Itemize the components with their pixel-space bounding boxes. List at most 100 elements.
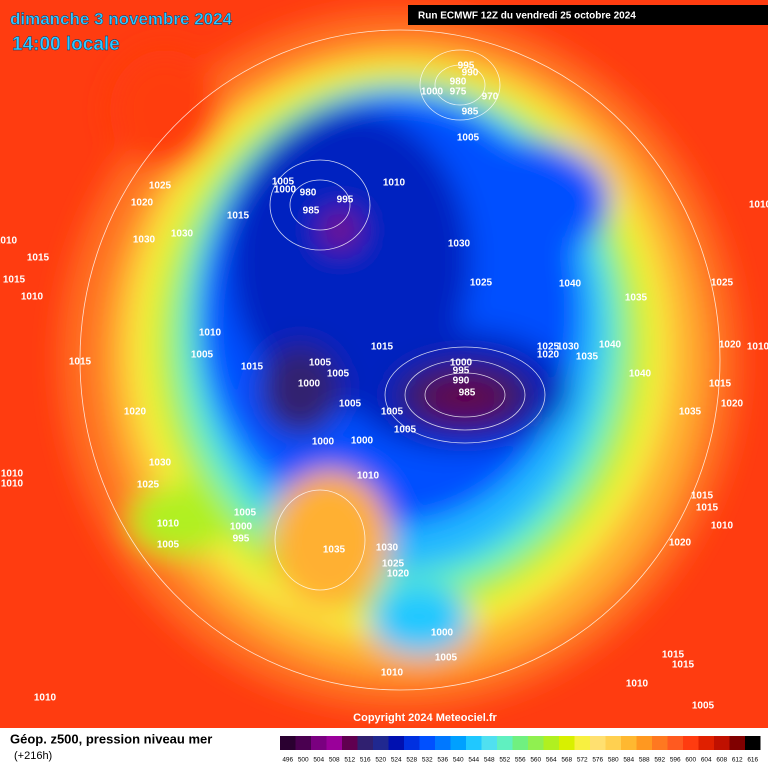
scale-label: 536 xyxy=(437,757,448,764)
isobar-label: 1005 xyxy=(327,369,350,380)
scale-label: 504 xyxy=(313,757,324,764)
scale-swatch xyxy=(636,736,652,750)
isobar-label: 990 xyxy=(462,68,479,79)
isobar-label: 1000 xyxy=(431,628,454,639)
isobar-label: 995 xyxy=(337,195,354,206)
scale-label: 572 xyxy=(577,757,588,764)
isobar-label: 985 xyxy=(303,206,320,217)
isobar-label: 1010 xyxy=(749,200,768,211)
scale-label: 612 xyxy=(732,757,743,764)
isobar-label: 1040 xyxy=(559,279,582,290)
scale-swatch xyxy=(326,736,342,750)
scale-swatch xyxy=(419,736,435,750)
isobar-label: 1035 xyxy=(679,407,702,418)
scale-label: 584 xyxy=(623,757,634,764)
scale-swatch xyxy=(342,736,358,750)
isobar-label: 1010 xyxy=(34,693,57,704)
isobar-label: 1030 xyxy=(171,229,194,240)
scale-swatch xyxy=(373,736,389,750)
legend-strip: Géop. z500, pression niveau mer (+216h) … xyxy=(10,731,761,764)
isobar-label: 1010 xyxy=(1,479,24,490)
scale-label: 576 xyxy=(592,757,603,764)
scale-label: 516 xyxy=(360,757,371,764)
isobar-label: 1005 xyxy=(309,358,332,369)
isobar-label: 980 xyxy=(300,188,317,199)
map-title: dimanche 3 novembre 2024 xyxy=(10,9,233,28)
isobar-label: 1020 xyxy=(124,407,147,418)
isobar-label: 1000 xyxy=(421,87,444,98)
scale-label: 512 xyxy=(344,757,355,764)
isobar-label: 990 xyxy=(453,376,470,387)
isobar-label: 1000 xyxy=(298,379,321,390)
isobar-label: 1020 xyxy=(719,340,742,351)
scale-swatch xyxy=(435,736,451,750)
isobar-label: 1005 xyxy=(157,540,180,551)
isobar-label: 1000 xyxy=(230,522,253,533)
scale-swatch xyxy=(280,736,296,750)
isobar-label: 995 xyxy=(233,534,250,545)
scale-swatch xyxy=(714,736,730,750)
isobar-label: 1030 xyxy=(149,458,172,469)
isobar-label: 1020 xyxy=(387,569,410,580)
isobar-label: 1015 xyxy=(241,362,264,373)
isobar-label: 1015 xyxy=(696,503,719,514)
scale-label: 540 xyxy=(453,757,464,764)
map-time: 14:00 locale xyxy=(12,34,120,55)
isobar-label: 1010 xyxy=(381,668,404,679)
copyright: Copyright 2024 Meteociel.fr xyxy=(353,712,497,724)
isobar-label: 1015 xyxy=(227,211,250,222)
scale-swatch xyxy=(683,736,699,750)
isobar-label: 1035 xyxy=(625,293,648,304)
scale-swatch xyxy=(450,736,466,750)
scale-swatch xyxy=(528,736,544,750)
run-box xyxy=(408,5,768,25)
isobar-label: 1030 xyxy=(376,543,399,554)
scale-swatch xyxy=(295,736,311,750)
scale-swatch xyxy=(621,736,637,750)
isobar-label: 1005 xyxy=(394,425,417,436)
isobar-label: 1010 xyxy=(357,471,380,482)
isobar-label: 1000 xyxy=(312,437,335,448)
scale-label: 588 xyxy=(639,757,650,764)
scale-label: 496 xyxy=(282,757,293,764)
isobar-label: 1015 xyxy=(69,357,92,368)
scale-label: 552 xyxy=(499,757,510,764)
scale-label: 560 xyxy=(530,757,541,764)
scale-label: 580 xyxy=(608,757,619,764)
isobar-label: 980 xyxy=(450,77,467,88)
isobar-label: 1025 xyxy=(382,559,405,570)
isobar-label: 1015 xyxy=(27,253,50,264)
scale-swatch xyxy=(559,736,575,750)
isobar-label: 1025 xyxy=(137,480,160,491)
scale-label: 592 xyxy=(654,757,665,764)
isobar-label: 1010 xyxy=(626,679,649,690)
scale-swatch xyxy=(667,736,683,750)
scale-label: 524 xyxy=(391,757,402,764)
isobar-label: 1010 xyxy=(711,521,734,532)
isobar-label: 1020 xyxy=(669,538,692,549)
isobar-label: 1030 xyxy=(448,239,471,250)
isobar-label: 985 xyxy=(459,388,476,399)
scale-label: 564 xyxy=(546,757,557,764)
isobar-label: 1025 xyxy=(537,342,560,353)
isobar-label: 1015 xyxy=(3,275,26,286)
isobar-label: 1010 xyxy=(157,519,180,530)
geopotential-field xyxy=(0,0,768,728)
isobar-label: 1010 xyxy=(1,469,24,480)
scale-label: 508 xyxy=(329,757,340,764)
isobar-label: 1010 xyxy=(383,178,406,189)
isobar-label: 1005 xyxy=(435,653,458,664)
isobar-label: 1015 xyxy=(371,342,394,353)
isobar-label: 1015 xyxy=(709,379,732,390)
run-label: Run ECMWF 12Z du vendredi 25 octobre 202… xyxy=(418,11,636,22)
isobar-label: 1010 xyxy=(199,328,222,339)
isobar-label: 1010 xyxy=(21,292,44,303)
isobar-label: 1005 xyxy=(191,350,214,361)
isobar-label: 995 xyxy=(458,61,475,72)
scale-swatch xyxy=(512,736,528,750)
scale-swatch xyxy=(543,736,559,750)
scale-label: 544 xyxy=(468,757,479,764)
isobar-label: 1005 xyxy=(272,177,295,188)
isobar-label: 1000 xyxy=(274,185,297,196)
